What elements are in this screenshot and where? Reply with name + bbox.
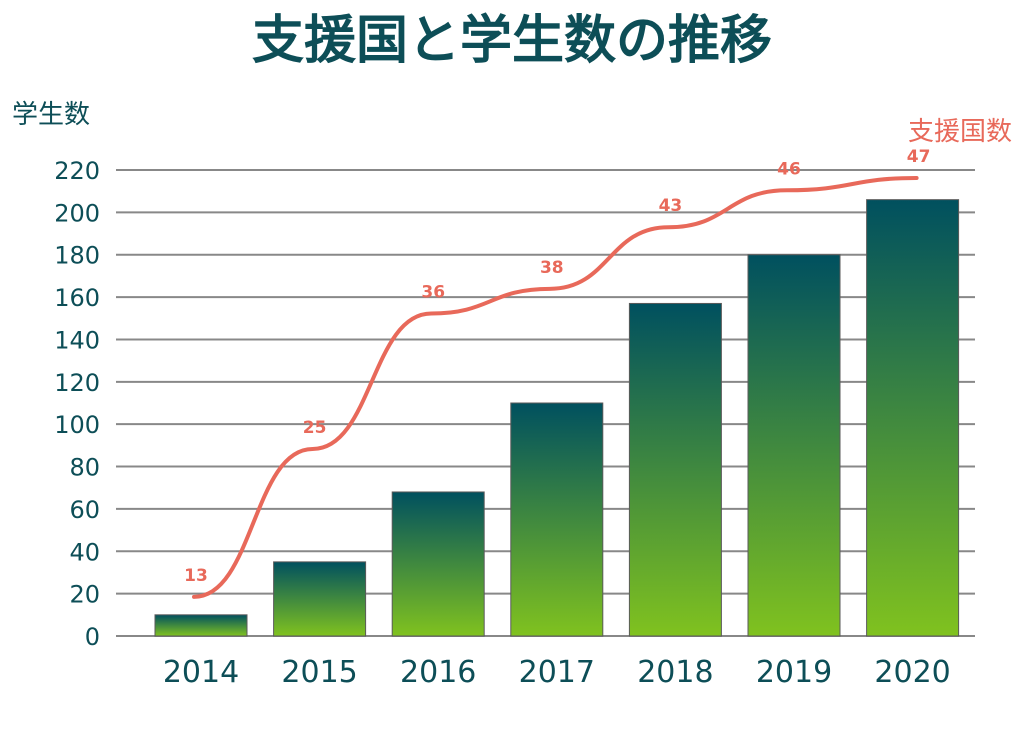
line-value-label: 25	[303, 418, 327, 438]
line-value-label: 43	[659, 196, 683, 216]
y-tick-label: 0	[85, 623, 100, 651]
x-tick-label: 2016	[400, 655, 476, 690]
x-tick-label: 2018	[637, 655, 713, 690]
chart-title: 支援国と学生数の推移	[252, 11, 772, 71]
line-series	[192, 175, 919, 599]
x-tick-label: 2014	[163, 655, 239, 690]
x-tick-label: 2020	[874, 655, 950, 690]
y-tick-label: 100	[54, 411, 100, 439]
x-tick-label: 2019	[756, 655, 832, 690]
line-value-labels: 13 25 36 38 43 46 47	[184, 147, 930, 586]
y-tick-label: 80	[69, 454, 100, 482]
bar	[273, 561, 367, 637]
bars	[154, 199, 960, 637]
line-value-label: 36	[421, 282, 445, 302]
y-tick-label: 120	[54, 369, 100, 397]
y-tick-label: 180	[54, 242, 100, 270]
y-tick-label: 20	[69, 581, 100, 609]
bar	[154, 614, 248, 637]
y-tick-label: 140	[54, 326, 100, 354]
bar	[866, 199, 960, 637]
line-value-label: 38	[540, 258, 564, 278]
y-axis-label: 学生数	[12, 100, 90, 130]
bar	[628, 302, 722, 637]
x-tick-label: 2017	[519, 655, 595, 690]
x-tick-labels: 2014 2015 2016 2017 2018 2019 2020	[163, 655, 951, 690]
line-value-label: 46	[777, 159, 801, 179]
line-value-label: 13	[184, 566, 208, 586]
bar	[510, 402, 604, 637]
y-tick-label: 40	[69, 538, 100, 566]
y-tick-labels: 0 20 40 60 80 100 120 140 160 180 200 220	[54, 157, 100, 651]
line-series-label: 支援国数	[908, 117, 1012, 147]
bar	[391, 491, 485, 637]
x-tick-label: 2015	[281, 655, 357, 690]
bar	[747, 254, 841, 637]
y-tick-label: 200	[54, 199, 100, 227]
line-value-label: 47	[907, 147, 931, 167]
y-tick-label: 160	[54, 284, 100, 312]
y-tick-label: 60	[69, 496, 100, 524]
line-path	[192, 175, 919, 599]
y-tick-label: 220	[54, 157, 100, 185]
